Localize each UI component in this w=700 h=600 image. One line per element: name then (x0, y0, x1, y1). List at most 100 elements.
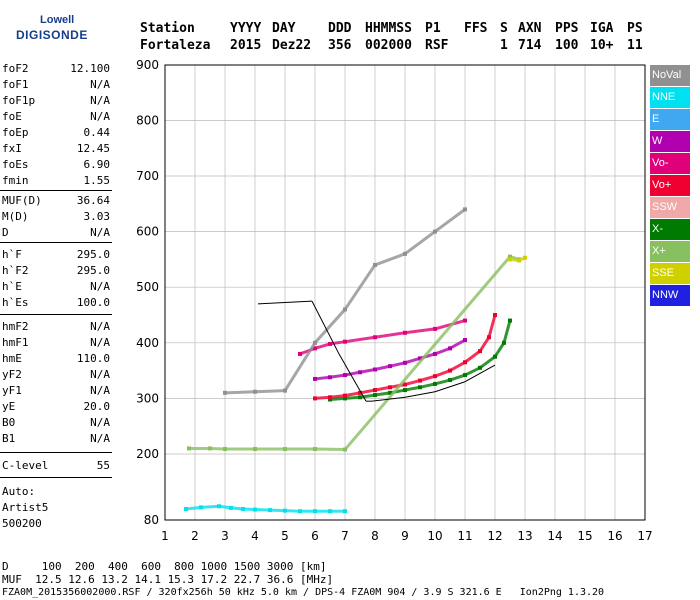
lowell-logo: Lowell DIGISONDE (6, 8, 87, 48)
hdr-axn: AXN (518, 21, 542, 36)
hdr-ddd: DDD (328, 21, 352, 36)
legend-item: Vo+ (650, 175, 690, 196)
x-tick-label: 11 (457, 529, 472, 543)
param-value: 110.0 (76, 352, 110, 365)
series-trace (329, 396, 346, 402)
param-value: 1.55 (83, 174, 111, 187)
x-tick-label: 13 (517, 529, 532, 543)
series-trace (434, 369, 451, 378)
series-trace (404, 327, 436, 335)
series-trace (374, 391, 391, 397)
val-hhmmss: 002000 (365, 38, 412, 53)
val-station: Fortaleza (140, 38, 211, 53)
param-value: N/A (90, 110, 110, 123)
series-trace (344, 391, 361, 398)
param-row: foF1 N/A (2, 78, 110, 92)
hdr-s: S (500, 21, 508, 36)
series-trace (218, 504, 232, 510)
divider (0, 477, 112, 478)
param-name: B1 (2, 432, 16, 445)
legend-item: NNW (650, 285, 690, 306)
series-trace (313, 308, 347, 344)
hdr-day: DAY (272, 21, 296, 36)
series-trace (464, 366, 481, 377)
series-trace (314, 375, 331, 381)
series-trace (254, 508, 271, 512)
param-row: h`F 295.0 (2, 248, 110, 262)
series-trace (185, 505, 202, 511)
series-trace (359, 393, 376, 399)
y-tick-label: 400 (136, 336, 159, 350)
series-trace (434, 378, 451, 386)
param-row: fxI 12.45 (2, 142, 110, 156)
series-trace (359, 368, 376, 374)
series-trace (449, 360, 466, 372)
param-row: hmF1 N/A (2, 336, 110, 350)
param-value: N/A (90, 280, 110, 293)
series-trace (242, 507, 256, 512)
param-value: N/A (90, 432, 110, 445)
plot-frame (164, 64, 646, 521)
param-name: MUF(D) (2, 194, 42, 207)
param-row: foEp 0.44 (2, 126, 110, 140)
legend-item: X+ (650, 241, 690, 262)
param-value: 12.100 (70, 62, 110, 75)
x-tick-label: 2 (191, 529, 199, 543)
val-day: Dez22 (272, 38, 312, 53)
param-name: foF2 (2, 62, 29, 75)
scaled-trace-line (257, 300, 313, 305)
divider (0, 314, 112, 315)
series-trace (344, 335, 376, 344)
x-tick-label: 1 (161, 529, 169, 543)
divider (0, 190, 112, 191)
series-trace (449, 338, 466, 350)
series-trace (502, 320, 512, 344)
series-trace (487, 314, 497, 338)
series-trace (283, 342, 317, 392)
series-trace (493, 341, 506, 358)
series-trace (314, 447, 346, 452)
series-trace (359, 388, 376, 395)
x-tick-label: 15 (577, 529, 592, 543)
autoscale-label: Auto: (2, 485, 36, 498)
param-row: fmin 1.55 (2, 174, 110, 188)
param-value: 12.45 (76, 142, 110, 155)
param-row: foEs 6.90 (2, 158, 110, 172)
param-value: 36.64 (76, 194, 110, 207)
param-row: foF2 12.100 (2, 62, 110, 76)
x-tick-label: 9 (401, 529, 409, 543)
x-tick-label: 8 (371, 529, 379, 543)
param-row: B1 N/A (2, 432, 110, 446)
y-tick-label: 200 (136, 447, 159, 461)
scaled-trace-line (338, 353, 367, 402)
hdr-iga: IGA (590, 21, 614, 36)
param-row: hmE 110.0 (2, 352, 110, 366)
hdr-ps: PS (627, 21, 643, 36)
scaled-trace-line (311, 300, 340, 355)
series-trace (230, 506, 244, 511)
x-tick-label: 16 (607, 529, 622, 543)
series-trace (284, 509, 301, 513)
param-value: 295.0 (76, 248, 110, 261)
param-value: N/A (90, 336, 110, 349)
series-trace (478, 336, 491, 352)
val-ddd: 356 (328, 38, 352, 53)
series-trace (404, 356, 421, 365)
divider (0, 452, 112, 453)
hdr-station: Station (140, 21, 195, 36)
param-name: hmE (2, 352, 22, 365)
param-value: N/A (90, 94, 110, 107)
x-tick-label: 5 (281, 529, 289, 543)
series-trace (404, 379, 421, 386)
series-trace (314, 342, 331, 350)
param-name: B0 (2, 416, 16, 429)
val-ps: 11 (627, 38, 643, 53)
series-trace (343, 264, 377, 311)
divider (0, 242, 112, 243)
param-row: D N/A (2, 226, 110, 240)
param-name: foF1p (2, 94, 36, 107)
param-value: N/A (90, 320, 110, 333)
param-row: yF1 N/A (2, 384, 110, 398)
val-pps: 100 (555, 38, 579, 53)
